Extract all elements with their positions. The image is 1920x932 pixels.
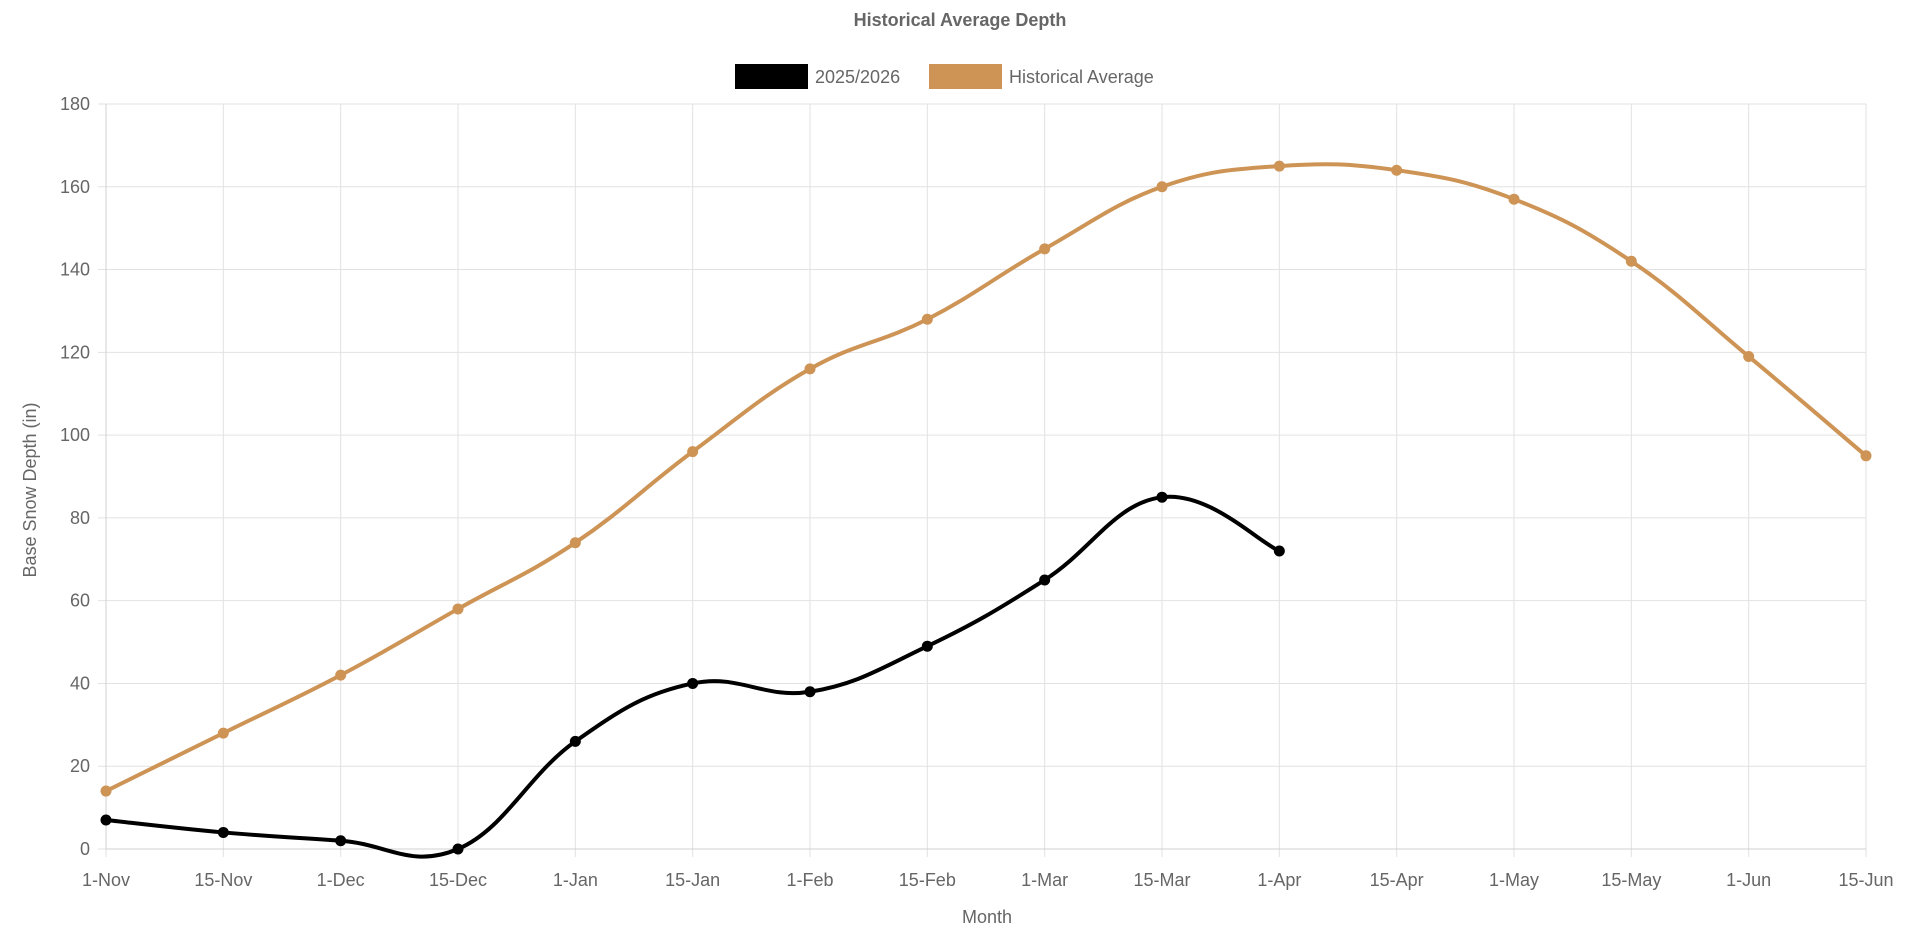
data-point-2025-2026	[1156, 491, 1168, 503]
data-point-2025-2026	[921, 640, 933, 652]
y-axis-title: Base Snow Depth (in)	[20, 402, 40, 577]
x-tick-label: 15-Jun	[1838, 870, 1893, 890]
legend-label-historical-average: Historical Average	[1009, 67, 1154, 87]
legend-swatch-2025-2026	[735, 64, 808, 89]
chart-title: Historical Average Depth	[854, 10, 1067, 30]
x-tick-label: 1-May	[1489, 870, 1539, 890]
x-axis-title: Month	[962, 907, 1012, 927]
x-tick-label: 1-Dec	[317, 870, 365, 890]
data-point-2025-2026	[217, 826, 229, 838]
x-tick-label: 1-Jun	[1726, 870, 1771, 890]
x-tick-label: 15-Apr	[1370, 870, 1424, 890]
grid-lines	[98, 103, 1867, 857]
y-tick-label: 40	[70, 673, 90, 693]
data-point-historical-average	[1860, 450, 1872, 462]
x-tick-label: 1-Mar	[1021, 870, 1068, 890]
data-point-historical-average	[100, 785, 112, 797]
y-tick-label: 80	[70, 508, 90, 528]
data-point-historical-average	[1391, 164, 1403, 176]
data-point-historical-average	[1508, 193, 1520, 205]
x-tick-label: 15-Mar	[1133, 870, 1190, 890]
data-point-historical-average	[1625, 255, 1637, 267]
data-point-historical-average	[687, 446, 699, 458]
data-point-historical-average	[921, 313, 933, 325]
y-tick-label: 180	[60, 94, 90, 114]
x-tick-label: 1-Feb	[786, 870, 833, 890]
x-tick-label: 1-Jan	[553, 870, 598, 890]
legend: 2025/2026 Historical Average	[735, 64, 1154, 89]
data-point-historical-average	[1743, 350, 1755, 362]
y-tick-label: 120	[60, 342, 90, 362]
data-point-historical-average	[1039, 243, 1051, 255]
x-tick-label: 15-Nov	[194, 870, 252, 890]
data-point-2025-2026	[569, 735, 581, 747]
series-layer	[100, 160, 1872, 859]
data-point-2025-2026	[452, 843, 464, 855]
data-point-historical-average	[217, 727, 229, 739]
series-historical-average	[100, 160, 1872, 797]
x-tick-label: 15-Feb	[899, 870, 956, 890]
data-point-2025-2026	[1273, 545, 1285, 557]
data-point-historical-average	[1273, 160, 1285, 172]
data-point-historical-average	[452, 603, 464, 615]
data-point-historical-average	[335, 669, 347, 681]
x-tick-label: 15-Jan	[665, 870, 720, 890]
data-point-2025-2026	[687, 677, 699, 689]
data-point-historical-average	[804, 363, 816, 375]
y-tick-label: 100	[60, 425, 90, 445]
y-tick-label: 60	[70, 591, 90, 611]
data-point-historical-average	[1156, 181, 1168, 193]
data-point-2025-2026	[1039, 574, 1051, 586]
axes: 0 20 40 60 80 100 120 140 160 180 1-Nov 15-Nov 1-Dec…	[60, 94, 1894, 890]
series-line-historical-average	[104, 162, 1868, 794]
legend-swatch-historical-average	[929, 64, 1002, 89]
x-tick-label: 15-Dec	[429, 870, 487, 890]
data-point-historical-average	[569, 537, 581, 549]
x-tick-label: 1-Apr	[1257, 870, 1301, 890]
data-point-2025-2026	[335, 835, 347, 847]
y-tick-label: 20	[70, 756, 90, 776]
x-tick-label: 15-May	[1601, 870, 1661, 890]
legend-label-2025-2026: 2025/2026	[815, 67, 900, 87]
y-tick-label: 160	[60, 177, 90, 197]
y-tick-label: 140	[60, 260, 90, 280]
y-tick-label: 0	[80, 839, 90, 859]
series-2025-2026	[100, 491, 1285, 859]
data-point-2025-2026	[804, 686, 816, 698]
x-tick-label: 1-Nov	[82, 870, 130, 890]
data-point-2025-2026	[100, 814, 112, 826]
